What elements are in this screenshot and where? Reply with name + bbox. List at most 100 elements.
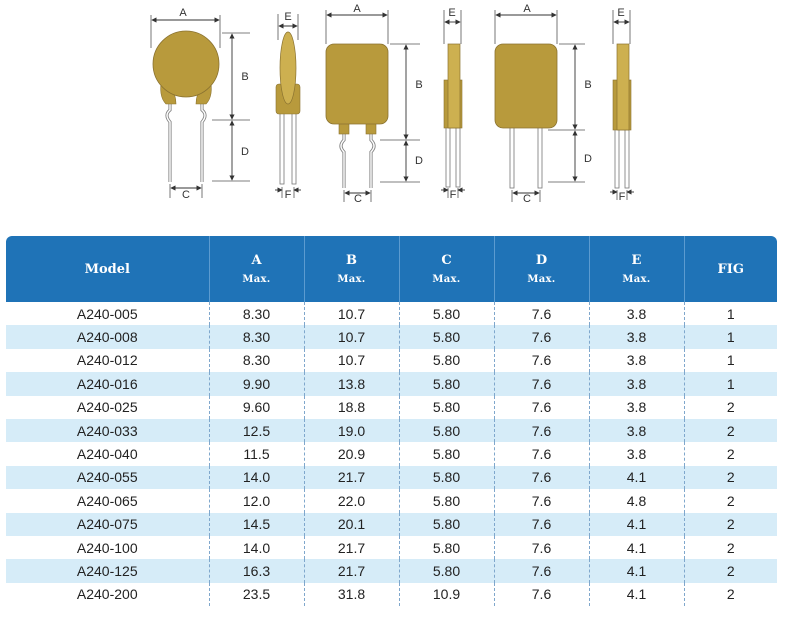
column-label: B bbox=[346, 253, 357, 268]
cell-a: 8.30 bbox=[209, 348, 305, 373]
dimension-drawings: A B D C E F bbox=[150, 3, 634, 205]
dim-b-label: B bbox=[584, 79, 591, 91]
cell-e: 4.1 bbox=[589, 582, 685, 607]
dim-d-label: D bbox=[584, 153, 592, 165]
cell-fig: 1 bbox=[684, 325, 777, 349]
column-sublabel: Max. bbox=[622, 274, 651, 285]
cell-d: 7.6 bbox=[494, 512, 590, 536]
cell-e: 3.8 bbox=[589, 372, 685, 396]
cell-model: A240-065 bbox=[6, 489, 210, 513]
cell-e: 3.8 bbox=[589, 418, 685, 443]
cell-e: 3.8 bbox=[589, 302, 685, 326]
cell-model: A240-125 bbox=[6, 559, 210, 583]
column-label: D bbox=[535, 253, 548, 268]
cell-e: 4.1 bbox=[589, 535, 685, 560]
cell-d: 7.6 bbox=[494, 302, 590, 326]
cell-c: 5.80 bbox=[399, 325, 495, 349]
table-row: A240-033 12.5 19.0 5.80 7.6 3.8 2 bbox=[6, 418, 777, 443]
cell-b: 21.7 bbox=[304, 559, 400, 583]
column-sublabel: Max. bbox=[527, 274, 556, 285]
cell-a: 8.30 bbox=[209, 302, 305, 326]
table-header-row: Model A Max. B Max. C Max. D Max. E Max. bbox=[6, 236, 777, 302]
dim-d-label: D bbox=[415, 155, 423, 167]
column-header-b: B Max. bbox=[304, 236, 400, 302]
cell-b: 10.7 bbox=[304, 302, 400, 326]
figure-3-front: A B D C bbox=[494, 3, 592, 205]
dim-d-label: D bbox=[241, 146, 249, 158]
cell-model: A240-200 bbox=[6, 582, 210, 607]
cell-c: 5.80 bbox=[399, 465, 495, 490]
spec-table: Model A Max. B Max. C Max. D Max. E Max. bbox=[6, 236, 777, 607]
dim-f-label: F bbox=[450, 189, 457, 201]
cell-a: 16.3 bbox=[209, 559, 305, 583]
cell-b: 13.8 bbox=[304, 372, 400, 396]
cell-b: 20.9 bbox=[304, 442, 400, 466]
column-header-model: Model bbox=[6, 236, 210, 302]
cell-e: 4.1 bbox=[589, 465, 685, 490]
cell-e: 3.8 bbox=[589, 325, 685, 349]
cell-model: A240-075 bbox=[6, 512, 210, 536]
column-sublabel: Max. bbox=[432, 274, 461, 285]
cell-e: 3.8 bbox=[589, 395, 685, 419]
table-row: A240-016 9.90 13.8 5.80 7.6 3.8 1 bbox=[6, 372, 777, 396]
table-row: A240-125 16.3 21.7 5.80 7.6 4.1 2 bbox=[6, 559, 777, 583]
cell-c: 5.80 bbox=[399, 302, 495, 326]
cell-d: 7.6 bbox=[494, 348, 590, 373]
cell-a: 23.5 bbox=[209, 582, 305, 607]
dim-a-label: A bbox=[523, 3, 531, 15]
column-header-d: D Max. bbox=[494, 236, 590, 302]
cell-fig: 2 bbox=[684, 582, 777, 607]
cell-fig: 2 bbox=[684, 418, 777, 443]
dim-a-label: A bbox=[179, 7, 187, 19]
cell-b: 31.8 bbox=[304, 582, 400, 607]
cell-e: 3.8 bbox=[589, 442, 685, 466]
figure-1-front: A B D C bbox=[150, 7, 250, 201]
cell-a: 9.60 bbox=[209, 395, 305, 419]
dim-e-label: E bbox=[448, 7, 455, 19]
cell-e: 3.8 bbox=[589, 348, 685, 373]
column-label: Model bbox=[84, 261, 130, 277]
cell-c: 5.80 bbox=[399, 535, 495, 560]
figure-1-side: E F bbox=[275, 11, 301, 201]
cell-fig: 2 bbox=[684, 465, 777, 490]
cell-model: A240-040 bbox=[6, 442, 210, 466]
cell-model: A240-005 bbox=[6, 302, 210, 326]
cell-model: A240-016 bbox=[6, 372, 210, 396]
dim-e-label: E bbox=[617, 7, 624, 19]
cell-d: 7.6 bbox=[494, 582, 590, 607]
cell-fig: 1 bbox=[684, 302, 777, 326]
table-row: A240-025 9.60 18.8 5.80 7.6 3.8 2 bbox=[6, 395, 777, 419]
cell-e: 4.8 bbox=[589, 489, 685, 513]
cell-c: 5.80 bbox=[399, 372, 495, 396]
cell-fig: 2 bbox=[684, 535, 777, 560]
column-sublabel: Max. bbox=[242, 274, 271, 285]
cell-d: 7.6 bbox=[494, 395, 590, 419]
cell-model: A240-008 bbox=[6, 325, 210, 349]
cell-c: 5.80 bbox=[399, 418, 495, 443]
column-header-e: E Max. bbox=[589, 236, 685, 302]
cell-b: 22.0 bbox=[304, 489, 400, 513]
cell-d: 7.6 bbox=[494, 325, 590, 349]
table-row: A240-100 14.0 21.7 5.80 7.6 4.1 2 bbox=[6, 535, 777, 560]
cell-b: 10.7 bbox=[304, 348, 400, 373]
cell-fig: 1 bbox=[684, 372, 777, 396]
cell-c: 5.80 bbox=[399, 395, 495, 419]
dim-b-label: B bbox=[415, 79, 422, 91]
cell-e: 4.1 bbox=[589, 559, 685, 583]
column-header-c: C Max. bbox=[399, 236, 495, 302]
table-row: A240-075 14.5 20.1 5.80 7.6 4.1 2 bbox=[6, 512, 777, 536]
cell-a: 14.0 bbox=[209, 535, 305, 560]
cell-fig: 1 bbox=[684, 348, 777, 373]
figure-2-front: A B D C bbox=[325, 3, 423, 205]
cell-model: A240-033 bbox=[6, 418, 210, 443]
cell-d: 7.6 bbox=[494, 442, 590, 466]
cell-b: 20.1 bbox=[304, 512, 400, 536]
cell-c: 5.80 bbox=[399, 442, 495, 466]
column-label: FIG bbox=[717, 261, 744, 277]
cell-c: 5.80 bbox=[399, 489, 495, 513]
table-row: A240-040 11.5 20.9 5.80 7.6 3.8 2 bbox=[6, 442, 777, 466]
figure-2-side: E F bbox=[441, 7, 465, 201]
cell-b: 21.7 bbox=[304, 465, 400, 490]
dim-c-label: C bbox=[523, 193, 531, 205]
column-label: E bbox=[631, 253, 642, 268]
